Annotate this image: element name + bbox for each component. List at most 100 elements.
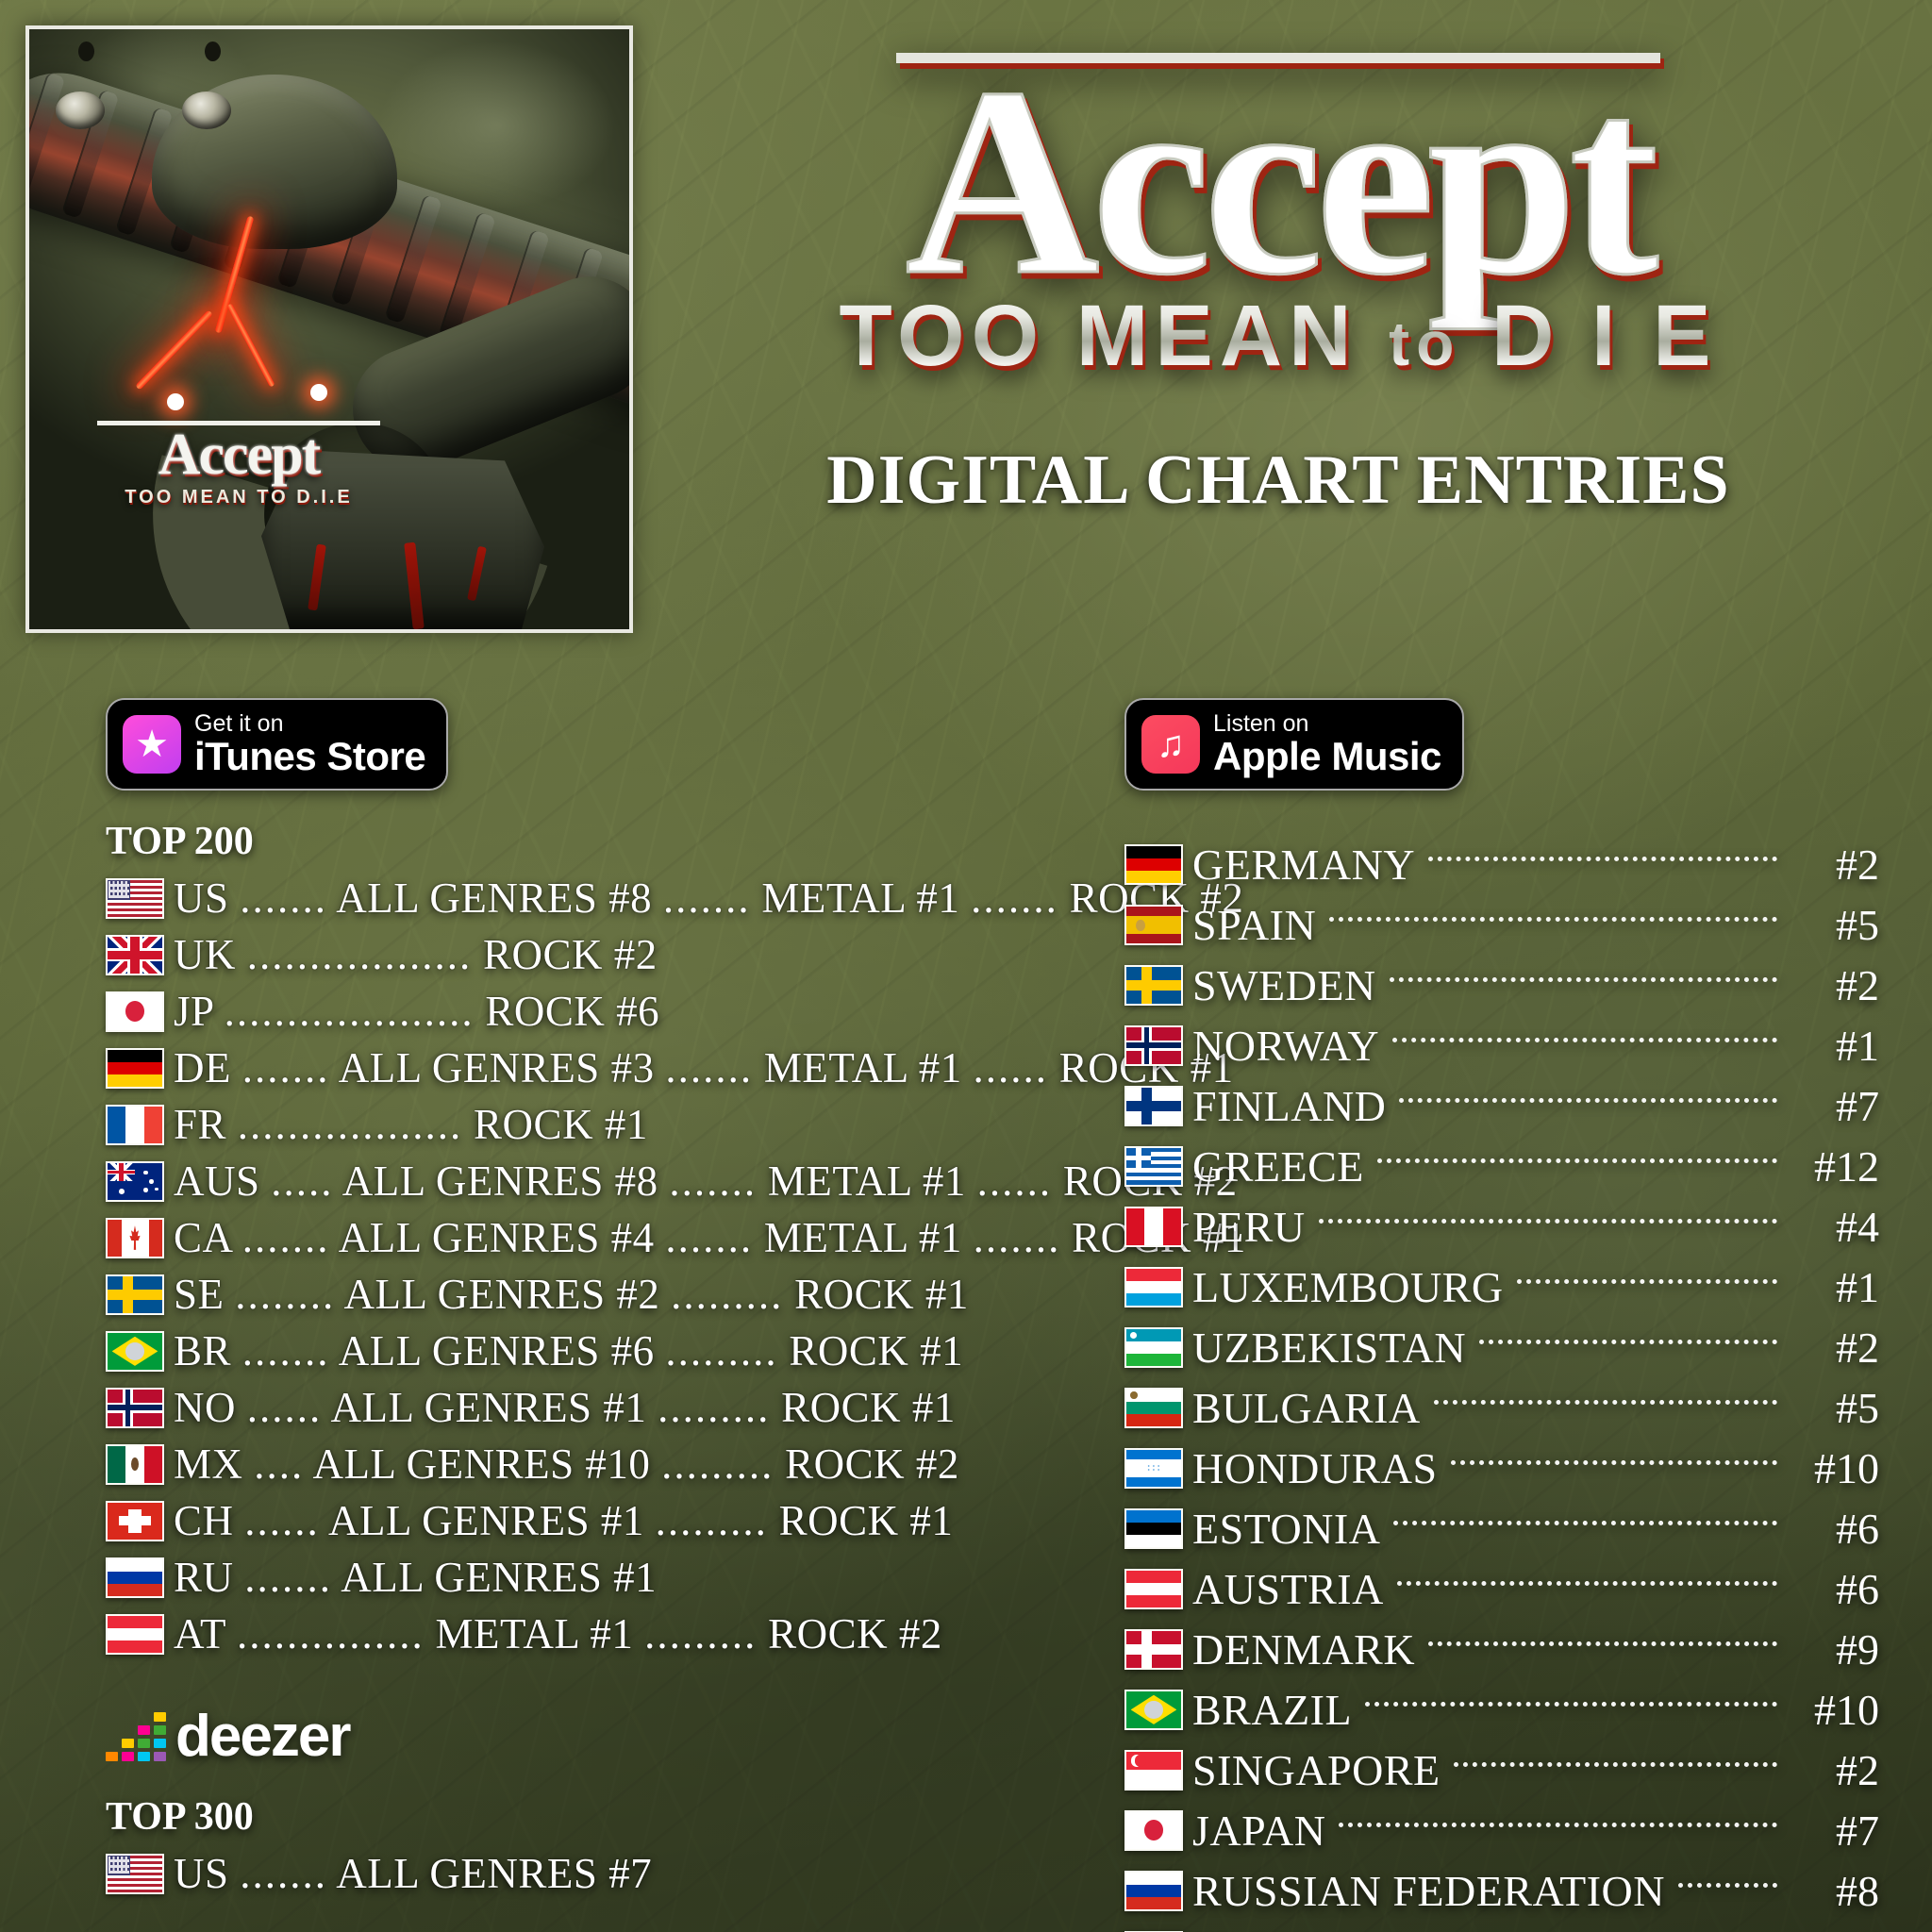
country-name: UZBEKISTAN [1192, 1323, 1467, 1372]
chart-row: BR ....... ALL GENRES #6 ......... ROCK … [106, 1323, 1049, 1379]
flag-dk [1124, 1628, 1183, 1670]
dotted-leader [1376, 1158, 1777, 1163]
flag-jp [106, 991, 164, 1032]
armored-figure [261, 450, 544, 629]
dotted-leader [1433, 1399, 1777, 1405]
flag-au [106, 1160, 164, 1202]
chart-row: NO ...... ALL GENRES #1 ......... ROCK #… [106, 1379, 1049, 1436]
flag-pe [1124, 1206, 1183, 1247]
chart-rank: #2 [1836, 960, 1879, 1009]
chart-rank: #10 [1814, 1685, 1879, 1734]
country-name: FINLAND [1192, 1081, 1387, 1130]
flag-ca [106, 1217, 164, 1258]
country-name: ESTONIA [1192, 1504, 1381, 1553]
spark [167, 393, 184, 410]
dotted-leader [1399, 1097, 1777, 1103]
chart-row: US ....... ALL GENRES #8 ....... METAL #… [106, 870, 1243, 926]
apple-music-row: NORWAY #1 [1124, 1015, 1879, 1075]
flag-uk [106, 934, 164, 975]
dotted-leader [1393, 1520, 1777, 1525]
country-name: DENMARK [1192, 1624, 1416, 1674]
apple-music-row: GERMANY #2 [1124, 834, 1879, 894]
apple-music-row: DENMARK #9 [1124, 1619, 1879, 1679]
chart-row-text: BR ....... ALL GENRES #6 ......... ROCK … [174, 1327, 964, 1375]
apple-music-section: ♫ Listen on Apple Music GERMANY #2 SPAIN #5… [1124, 698, 1879, 1932]
flag-fr [106, 1104, 164, 1145]
dotted-leader [1450, 1459, 1777, 1465]
chart-row-text: CA ....... ALL GENRES #4 ....... METAL #… [174, 1214, 1246, 1262]
country-name: NORWAY [1192, 1021, 1380, 1070]
dotted-leader [1318, 1218, 1777, 1224]
snake-eye-right [182, 92, 231, 129]
dotted-leader [1365, 1701, 1777, 1707]
flag-no [1124, 1024, 1183, 1066]
chart-row-text: CH ...... ALL GENRES #1 ......... ROCK #… [174, 1497, 954, 1545]
country-name: JAPAN [1192, 1806, 1326, 1855]
apple-music-row: PERU #4 [1124, 1196, 1879, 1257]
flag-at [106, 1613, 164, 1655]
country-name: GERMANY [1192, 840, 1416, 889]
flag-no [106, 1387, 164, 1428]
flag-se [106, 1274, 164, 1315]
chart-row: CH ...... ALL GENRES #1 ......... ROCK #… [106, 1492, 1049, 1549]
chart-row: US ....... ALL GENRES #7 [106, 1845, 1049, 1902]
chart-rank: #4 [1836, 1202, 1879, 1251]
music-note-icon: ♫ [1141, 715, 1200, 774]
country-name: SWEDEN [1192, 960, 1376, 1009]
dotted-leader [1392, 1037, 1777, 1042]
chart-row-text: DE ....... ALL GENRES #3 ....... METAL #… [174, 1044, 1234, 1092]
album-word-mean: MEAN [1075, 287, 1358, 384]
flag-ru [106, 1557, 164, 1598]
apple-music-row: BULGARIA #5 [1124, 1377, 1879, 1438]
chart-rank: #8 [1836, 1866, 1879, 1915]
chart-row-text: RU ....... ALL GENRES #1 [174, 1554, 658, 1602]
chart-row-text: MX .... ALL GENRES #10 ......... ROCK #2 [174, 1441, 959, 1489]
dotted-leader [1479, 1339, 1777, 1344]
flag-de [106, 1047, 164, 1089]
apple-music-row: LUXEMBOURG #1 [1124, 1257, 1879, 1317]
dotted-leader [1339, 1822, 1777, 1827]
snake-pupil-right [205, 42, 221, 61]
apple-music-row: RUSSIAN FEDERATION #8 [1124, 1860, 1879, 1921]
chart-row: SE ........ ALL GENRES #2 ......... ROCK… [106, 1266, 1049, 1323]
chart-row: UK .................. ROCK #2 [106, 926, 1049, 983]
flag-at [1124, 1568, 1183, 1609]
country-name: SINGAPORE [1192, 1745, 1441, 1794]
chart-row: MX .... ALL GENRES #10 ......... ROCK #2 [106, 1436, 1049, 1492]
album-word-to: to [1389, 308, 1461, 378]
itunes-chart-list: US ....... ALL GENRES #8 ....... METAL #… [106, 870, 1245, 1662]
chart-row-text: UK .................. ROCK #2 [174, 931, 658, 979]
dotted-leader [1677, 1882, 1777, 1888]
album-title-logo: TOO MEAN to D I E [660, 287, 1896, 386]
country-name: BRAZIL [1192, 1685, 1353, 1734]
country-name: SPAIN [1192, 900, 1317, 949]
country-name: AUSTRIA [1192, 1564, 1384, 1613]
apple-music-row: AUSTRIA #6 [1124, 1558, 1879, 1619]
country-name: PERU [1192, 1202, 1306, 1251]
chart-rank: #6 [1836, 1504, 1879, 1553]
apple-music-chart-list: GERMANY #2 SPAIN #5 SWEDEN #2 NORWAY #1 FINLAND #… [1124, 834, 1879, 1932]
chart-row-text: JP .................... ROCK #6 [174, 988, 660, 1036]
chart-rank: #2 [1836, 1323, 1879, 1372]
apple-music-row: SINGAPORE #2 [1124, 1740, 1879, 1800]
chart-rank: #2 [1836, 840, 1879, 889]
country-name: RUSSIAN FEDERATION [1192, 1866, 1665, 1915]
itunes-store-badge[interactable]: ★ Get it on iTunes Store [106, 698, 449, 791]
flag-uz [1124, 1326, 1183, 1368]
chart-row: JP .................... ROCK #6 [106, 983, 1049, 1040]
flag-mx [106, 1443, 164, 1485]
dotted-leader [1453, 1761, 1777, 1767]
chart-row: FR .................. ROCK #1 [106, 1096, 1049, 1153]
flag-de [1124, 843, 1183, 885]
flag-jp [1124, 1809, 1183, 1851]
apple-music-row: SPAIN #5 [1124, 894, 1879, 955]
band-logo: Accept [895, 45, 1661, 317]
chart-rank: #6 [1836, 1564, 1879, 1613]
apple-music-badge[interactable]: ♫ Listen on Apple Music [1124, 698, 1464, 791]
chart-rank: #5 [1836, 1383, 1879, 1432]
chart-rank: #2 [1836, 1745, 1879, 1794]
flag-gr [1124, 1145, 1183, 1187]
chart-rank: #9 [1836, 1624, 1879, 1674]
chart-rank: #7 [1836, 1806, 1879, 1855]
deezer-badge[interactable]: deezer [106, 1707, 351, 1766]
